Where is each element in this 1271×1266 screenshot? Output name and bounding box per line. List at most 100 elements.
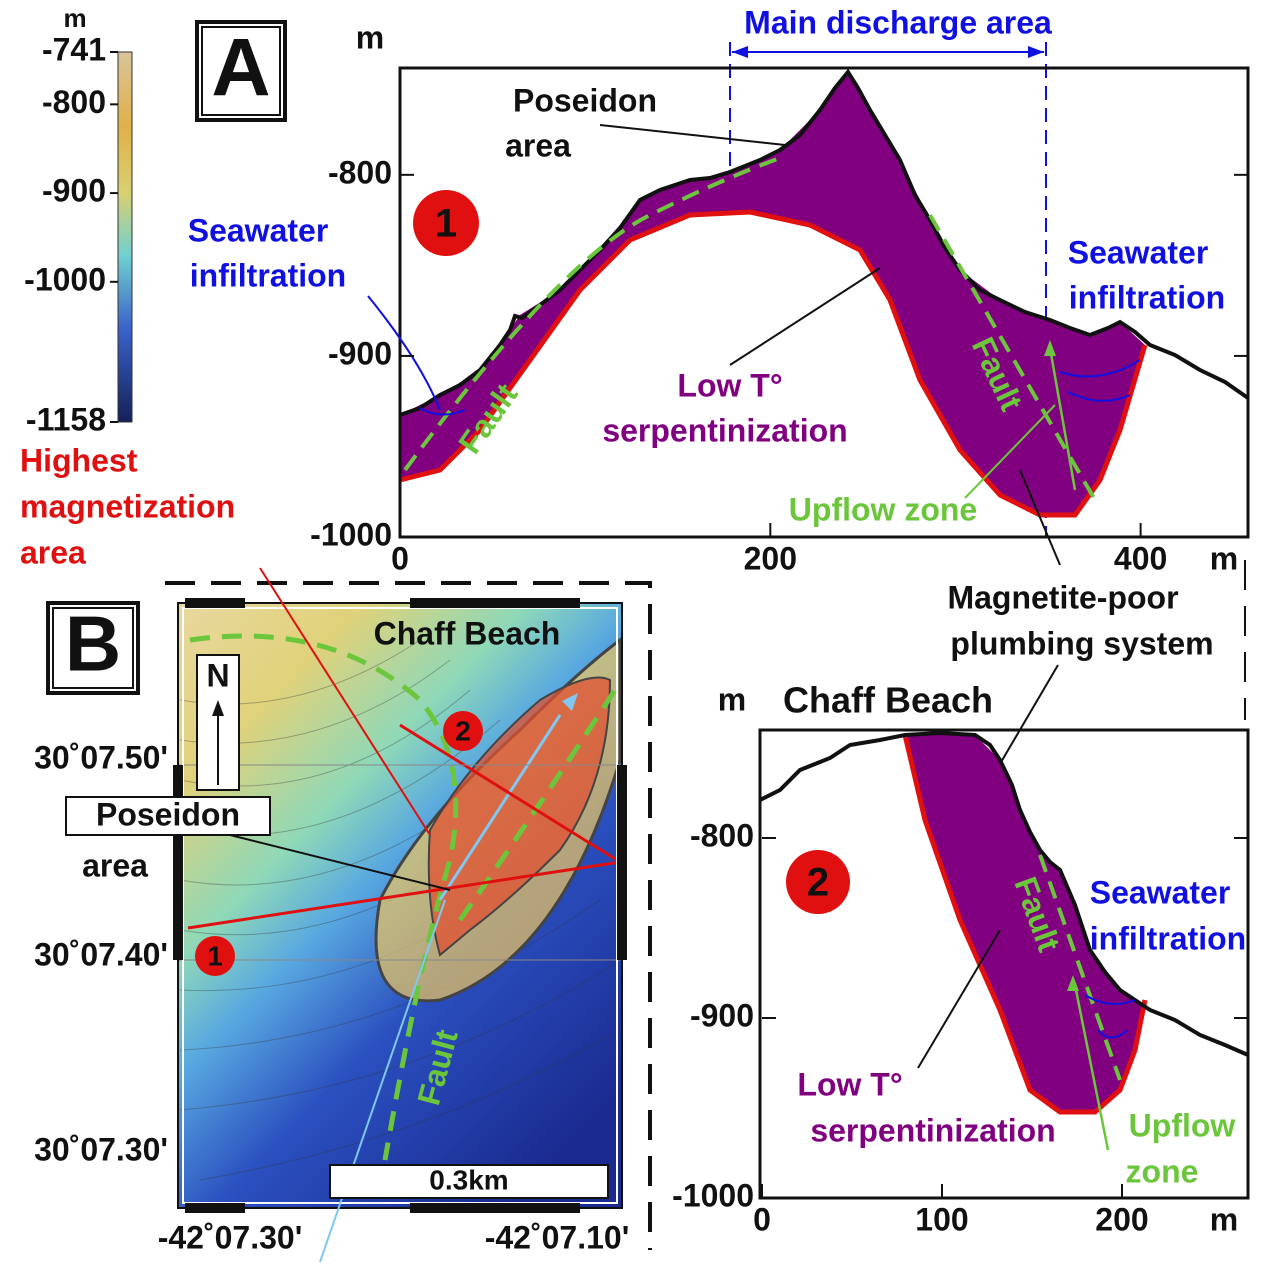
annotation: Upflow zone: [789, 491, 977, 527]
panel-label-box: [195, 20, 287, 122]
annotation: area: [82, 847, 148, 883]
profile-title: Chaff Beach: [783, 680, 993, 721]
scale-label: 0.3km: [429, 1164, 508, 1195]
serpentinization-body: [905, 735, 1145, 1112]
annotation: Poseidon: [96, 796, 240, 832]
leader-line: [599, 124, 786, 146]
serpentinization-body: [400, 72, 1145, 515]
fault-line: [457, 688, 618, 922]
profile-1: [398, 66, 1250, 539]
arrow-head: [1044, 340, 1056, 356]
annotation: Poseidon: [513, 82, 657, 118]
annotation: area: [505, 127, 571, 163]
lat-label: 30˚07.50': [34, 739, 168, 775]
profile-line: [187, 860, 621, 930]
discharge-label: Main discharge area: [744, 4, 1052, 40]
lat-label: 30˚07.40': [34, 936, 168, 972]
leader-line: [964, 404, 1056, 499]
colorbar-tick-label: -1158: [26, 401, 106, 437]
scale-bar: [329, 1164, 609, 1199]
annotation: serpentinization: [602, 412, 847, 448]
marker-label: 1: [435, 202, 457, 246]
annotation: Seawater: [188, 212, 329, 248]
north-label: N: [206, 657, 229, 693]
arrow-head: [212, 700, 224, 716]
upflow-arrow: [1048, 347, 1077, 491]
y-tick-label: -900: [690, 997, 754, 1033]
lon-label: -42˚07.10': [485, 1219, 630, 1255]
map-frame: [177, 602, 623, 1209]
annotation: Seawater: [1068, 234, 1209, 270]
magnetite-boundary: [902, 734, 1148, 1115]
annotation: area: [20, 534, 86, 570]
fault-line: [189, 633, 459, 1161]
marker-label: 1: [207, 940, 223, 971]
flow-arrow: [1059, 359, 1141, 402]
x-tick-label: 100: [915, 1201, 968, 1237]
upflow-arrow: [438, 714, 562, 901]
leader-line: [729, 267, 881, 366]
annotation: infiltration: [1090, 920, 1246, 956]
arrow-head: [1067, 975, 1079, 991]
x-tick-label: 0: [391, 540, 409, 576]
colorbar-tick-label: -900: [42, 173, 106, 209]
label-box: [65, 796, 271, 836]
panel-label-box: [46, 601, 140, 695]
leader-line: [229, 834, 451, 891]
flow-arrow: [1084, 994, 1136, 1039]
lon-label: -42˚07.30': [158, 1219, 303, 1255]
y-tick-label: -800: [690, 817, 754, 853]
y-unit: m: [356, 19, 384, 55]
y-unit: m: [718, 681, 746, 717]
colorbar-tick-label: -800: [42, 84, 106, 120]
annotation: plumbing system: [950, 625, 1213, 661]
x-unit: m: [1210, 540, 1238, 576]
x-tick-label: 400: [1114, 540, 1167, 576]
x-tick-label: 0: [753, 1201, 771, 1237]
annotation: zone: [1126, 1153, 1199, 1189]
annotation: Seawater: [1090, 874, 1231, 910]
marker-circle: [786, 850, 850, 914]
arrow-head: [562, 693, 578, 711]
marker-label: 2: [807, 861, 829, 905]
profile-line: [399, 723, 621, 864]
x-tick-label: 200: [744, 540, 797, 576]
magnetite-boundary: [399, 209, 1148, 518]
topography: [759, 730, 1249, 1057]
panel-label-box: [52, 607, 134, 689]
map-title: Chaff Beach: [374, 615, 561, 651]
map: [178, 603, 622, 1208]
panel-label-box: [201, 26, 281, 116]
annotation: Highest: [20, 442, 138, 478]
leader-line: [917, 929, 1001, 1069]
x-unit: m: [1210, 1201, 1238, 1237]
leader-line: [259, 567, 431, 836]
annotation: Low T°: [797, 1066, 902, 1102]
plot-frame: [398, 66, 1250, 539]
annotation: serpentinization: [810, 1112, 1055, 1148]
lat-label: 30˚07.30': [34, 1131, 168, 1167]
profile-2: [758, 728, 1250, 1200]
flow-arrow: [419, 407, 466, 416]
colorbar-tick-label: -1000: [24, 261, 106, 297]
panel-label: B: [65, 600, 121, 688]
marker-label: 2: [455, 715, 471, 746]
annotation: infiltration: [1069, 279, 1225, 315]
annotation: Low T°: [677, 367, 782, 403]
panel-label: A: [211, 23, 270, 114]
marker-circle: [195, 936, 235, 976]
annotation: Upflow: [1129, 1107, 1236, 1143]
y-tick-label: -800: [328, 154, 392, 190]
marker-circle: [443, 711, 483, 751]
colorbar: [117, 51, 133, 423]
fault-line: [403, 156, 781, 472]
x-tick-label: 200: [1095, 1201, 1148, 1237]
colorbar-tick-label: -741: [42, 31, 106, 67]
annotation: infiltration: [190, 257, 346, 293]
topography: [399, 68, 1250, 417]
dashed-frame: [165, 581, 652, 1250]
annotation: Magnetite-poor: [947, 579, 1178, 615]
plot-frame: [758, 728, 1250, 1200]
profile-line: [319, 899, 446, 1263]
